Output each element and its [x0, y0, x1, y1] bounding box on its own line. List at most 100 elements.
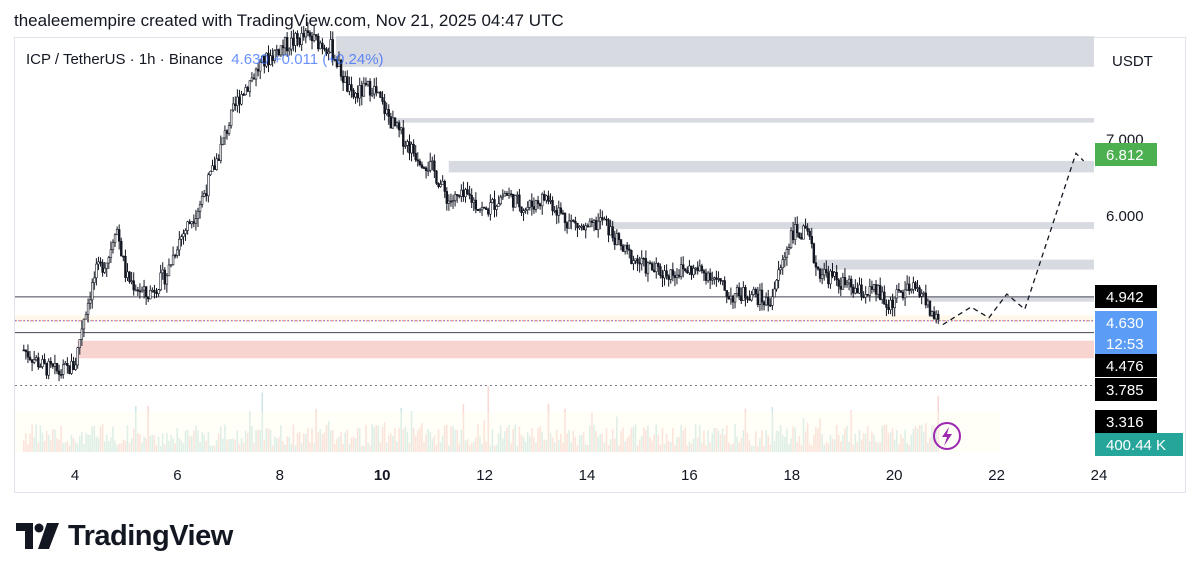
brand-name: TradingView	[68, 519, 233, 552]
symbol-legend[interactable]: ICP / TetherUS · 1h · Binance 4.630 +0.0…	[26, 51, 384, 68]
candle-body	[740, 295, 743, 302]
candle-body	[545, 195, 548, 201]
candle-body	[700, 265, 704, 271]
candle-body	[905, 283, 909, 291]
candle-body	[603, 218, 606, 221]
price-label-bg	[1095, 143, 1157, 166]
candle-body	[511, 193, 515, 208]
candle-body	[702, 270, 706, 274]
candle-body	[845, 282, 849, 286]
candle-body	[246, 87, 249, 92]
candle-body	[82, 318, 86, 330]
candle-body	[161, 269, 164, 274]
candle-body	[657, 263, 660, 267]
candle-body	[837, 279, 840, 287]
candle-body	[225, 130, 229, 134]
candle-body	[449, 200, 453, 203]
candle-body	[103, 267, 106, 273]
candle-body	[841, 277, 845, 290]
candle-body	[744, 287, 747, 298]
price-label: 4.942	[1095, 285, 1157, 308]
candle-body	[24, 349, 28, 352]
candle-body	[49, 361, 52, 365]
candle-body	[922, 292, 925, 295]
symbol-values: 4.630 +0.011 (+0.24%)	[231, 51, 384, 68]
candle-body	[157, 289, 160, 295]
candle-body	[789, 230, 793, 248]
candle-body	[864, 294, 867, 298]
candle-body	[126, 271, 129, 278]
candle-body	[764, 297, 768, 306]
candle-body	[406, 141, 409, 146]
candle-body	[331, 39, 334, 60]
currency-label[interactable]: USDT	[1112, 53, 1153, 70]
candle-body	[802, 225, 805, 240]
x-tick-label: 16	[681, 467, 698, 484]
price-label-text: 3.316	[1106, 414, 1144, 431]
candle-body	[775, 279, 778, 290]
candle-body	[22, 349, 25, 352]
candle-body	[482, 207, 486, 209]
candle-body	[626, 244, 629, 250]
candle-body	[798, 232, 801, 238]
candle-body	[410, 143, 413, 154]
candle-body	[901, 291, 905, 299]
candle-body	[254, 68, 258, 80]
candle-body	[26, 351, 30, 358]
candle-body	[476, 208, 480, 211]
candle-body	[920, 293, 923, 297]
candle-body	[223, 130, 227, 139]
candle-body	[64, 363, 67, 366]
candle-body	[499, 196, 502, 205]
candle-body	[638, 262, 641, 265]
candle-body	[358, 85, 361, 99]
candle-body	[584, 225, 587, 231]
candle-body	[55, 362, 59, 372]
lightning-icon[interactable]	[933, 422, 961, 450]
candle-body	[138, 290, 142, 293]
candle-body	[735, 287, 739, 294]
candle-body	[242, 94, 245, 96]
resistance-zone	[448, 160, 1094, 173]
candle-body	[746, 297, 749, 300]
candle-body	[586, 225, 590, 228]
price-label-bg	[1095, 410, 1157, 433]
candle-body	[105, 262, 108, 269]
candle-body	[80, 328, 84, 340]
candle-body	[711, 278, 714, 281]
candle-body	[883, 291, 886, 305]
candle-body	[368, 80, 372, 96]
candle-body	[538, 203, 542, 207]
candle-body	[692, 268, 695, 276]
candle-body	[899, 290, 903, 293]
candle-body	[937, 313, 940, 320]
candle-body	[101, 262, 104, 273]
candle-body	[136, 289, 140, 292]
candle-body	[317, 35, 320, 50]
candle-body	[823, 269, 826, 276]
x-tick-label: 14	[579, 467, 596, 484]
candle-body	[594, 220, 598, 230]
candle-body	[74, 364, 77, 370]
candle-body	[171, 254, 175, 266]
candle-body	[113, 234, 117, 243]
candle-body	[613, 237, 616, 246]
candle-body	[35, 357, 38, 361]
candle-body	[53, 362, 57, 367]
candle-body	[872, 284, 876, 290]
candle-body	[570, 219, 573, 222]
candle-body	[435, 170, 438, 184]
candle-body	[572, 219, 575, 222]
candle-body	[441, 180, 444, 185]
candle-body	[713, 277, 716, 280]
candle-body	[198, 204, 202, 212]
candle-body	[843, 277, 847, 286]
candle-body	[165, 275, 169, 285]
candle-body	[644, 258, 648, 274]
candle-body	[402, 127, 405, 147]
candle-body	[312, 34, 316, 42]
candle-body	[117, 229, 121, 242]
candle-body	[248, 80, 252, 92]
candle-body	[719, 278, 722, 282]
